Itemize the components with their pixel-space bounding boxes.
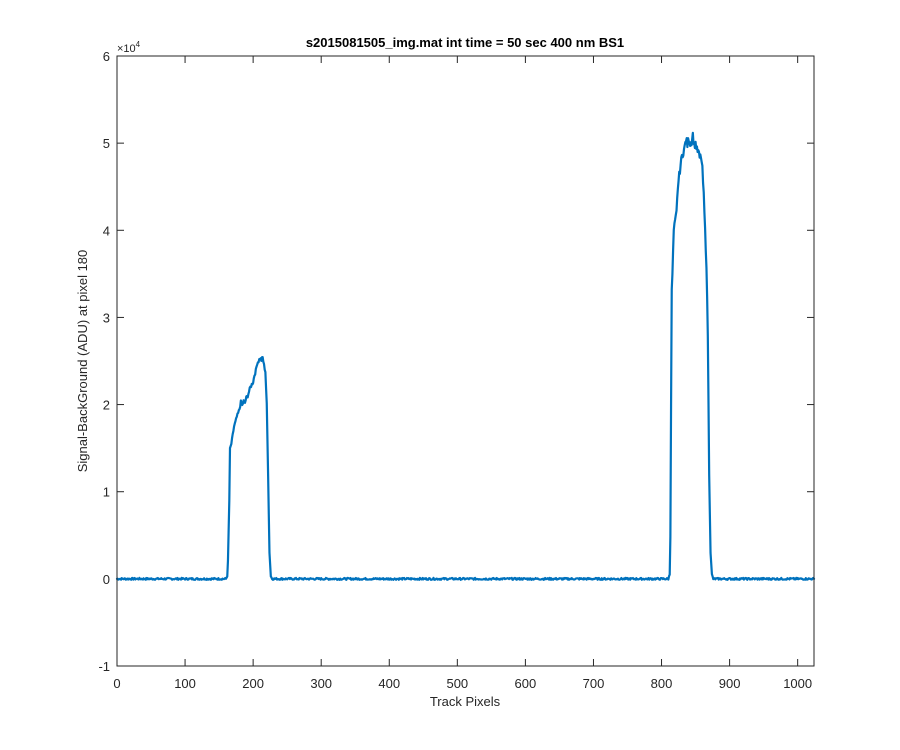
x-axis-ticks: 0 100 200 300 400 500 600 700 800 900 1000 (113, 56, 812, 691)
y-tick-label: 1 (103, 485, 110, 500)
y-axis-multiplier: ×104 (117, 40, 141, 55)
x-tick-label: 800 (651, 676, 673, 691)
plot-area (117, 56, 814, 666)
x-tick-label: 600 (515, 676, 537, 691)
chart-title: s2015081505_img.mat int time = 50 sec 40… (306, 35, 624, 50)
y-tick-label: 0 (103, 572, 110, 587)
y-axis-label: Signal-BackGround (ADU) at pixel 180 (75, 250, 90, 473)
y-tick-label: 2 (103, 398, 110, 413)
x-tick-label: 300 (310, 676, 332, 691)
y-tick-label: 6 (103, 49, 110, 64)
x-tick-label: 400 (378, 676, 400, 691)
x-tick-label: 500 (446, 676, 468, 691)
x-tick-label: 200 (242, 676, 264, 691)
x-tick-label: 100 (174, 676, 196, 691)
series-line (115, 131, 816, 581)
x-tick-label: 1000 (783, 676, 812, 691)
x-tick-label: 700 (583, 676, 605, 691)
y-axis-multiplier-base: ×10 (117, 43, 136, 55)
x-tick-label: 0 (113, 676, 120, 691)
y-tick-label: 4 (103, 223, 110, 238)
plot-box (116, 55, 815, 667)
x-tick-label: 900 (719, 676, 741, 691)
y-tick-label: 5 (103, 136, 110, 151)
y-tick-label: 3 (103, 310, 110, 325)
x-axis-label: Track Pixels (430, 694, 501, 709)
y-tick-label: -1 (98, 659, 110, 674)
y-axis-multiplier-exponent: 4 (136, 40, 141, 49)
